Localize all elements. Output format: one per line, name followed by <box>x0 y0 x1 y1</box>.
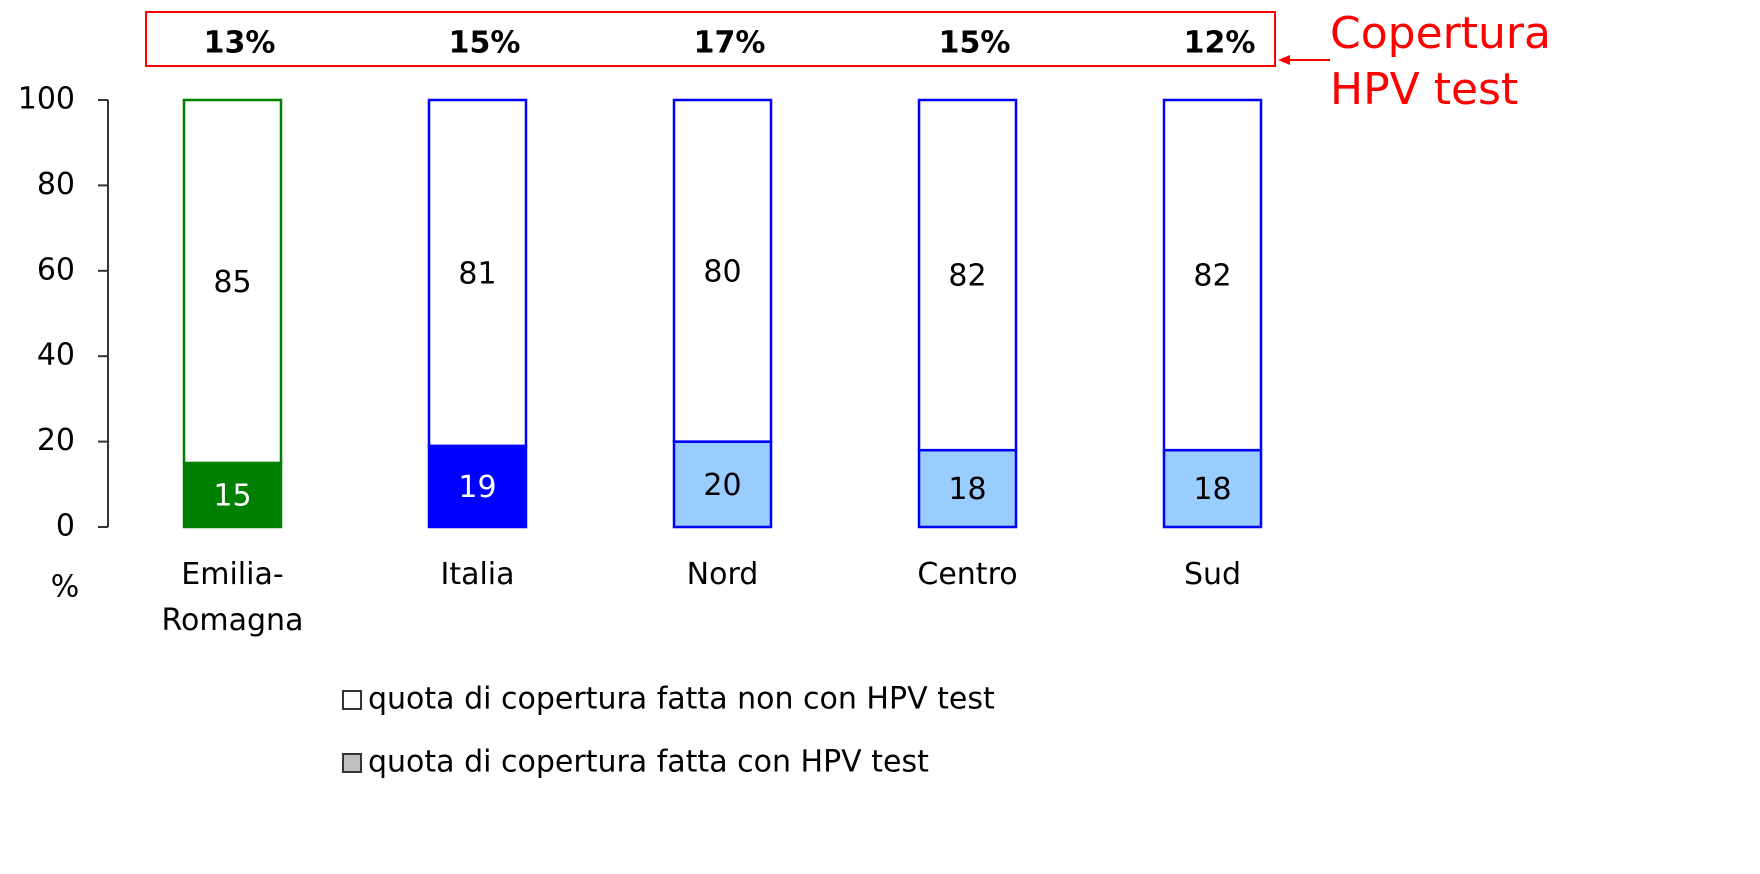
coverage-label: 15% <box>449 26 521 61</box>
coverage-label: 13% <box>204 26 276 61</box>
y-tick-label: 60 <box>37 252 75 287</box>
coverage-label: 17% <box>694 26 766 61</box>
legend-label: quota di copertura fatta con HPV test <box>368 745 929 780</box>
bar-segment <box>427 98 528 448</box>
coverage-label: 15% <box>939 26 1011 61</box>
value-label: 18 <box>948 472 986 507</box>
value-label: 15 <box>213 478 251 513</box>
arrow-head <box>1278 55 1290 65</box>
y-tick-label: 0 <box>56 509 75 544</box>
value-label: 20 <box>703 468 741 503</box>
annotation: Copertura <box>1330 8 1551 59</box>
legend-label: quota di copertura fatta non con HPV tes… <box>368 682 995 717</box>
value-label: 82 <box>1193 259 1231 294</box>
y-tick-label: 100 <box>18 82 75 117</box>
bar-segment <box>1162 448 1263 529</box>
bar-segment <box>427 444 528 529</box>
y-axis-label: % <box>51 570 80 605</box>
x-tick-label: Emilia-Romagna <box>161 557 304 638</box>
coverage-box <box>145 11 1276 67</box>
x-tick-label: Nord <box>686 557 759 592</box>
legend-swatch <box>342 690 362 710</box>
value-label: 85 <box>213 265 251 300</box>
coverage-label: 12% <box>1184 26 1256 61</box>
x-tick-label: Sud <box>1183 557 1242 592</box>
bar-segment <box>182 98 283 465</box>
value-label: 19 <box>458 470 496 505</box>
x-tick-label: Italia <box>440 557 515 592</box>
bar-segment <box>182 461 283 529</box>
legend-swatch <box>342 753 362 773</box>
value-label: 82 <box>948 259 986 294</box>
y-tick-label: 80 <box>37 167 75 202</box>
bar-segment <box>917 98 1018 452</box>
bar-segment <box>672 440 773 529</box>
x-tick-label: Centro <box>917 557 1018 592</box>
y-tick-label: 40 <box>37 338 75 373</box>
annotation: HPV test <box>1330 64 1518 115</box>
value-label: 80 <box>703 254 741 289</box>
y-tick-label: 20 <box>37 423 75 458</box>
bar-segment <box>917 448 1018 529</box>
bar-segment <box>1162 98 1263 452</box>
bar-segment <box>672 98 773 443</box>
value-label: 81 <box>458 256 496 291</box>
value-label: 18 <box>1193 472 1231 507</box>
